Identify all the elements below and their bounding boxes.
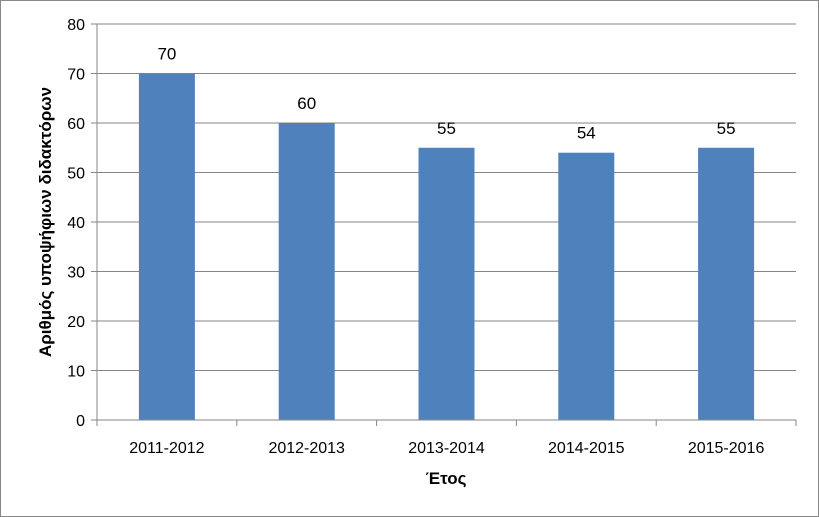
data-labels: 70 60 55 54 55 <box>157 45 735 143</box>
y-tick-label: 40 <box>67 215 85 232</box>
x-tick-label: 2012-2013 <box>268 440 345 457</box>
bar <box>558 152 615 420</box>
y-tick-label: 80 <box>67 17 85 34</box>
x-tick-label: 2014-2015 <box>548 440 625 457</box>
x-tick-label: 2013-2014 <box>408 440 485 457</box>
x-tick-label: 2015-2016 <box>688 440 765 457</box>
data-label: 55 <box>717 119 736 138</box>
x-tick-label: 2011-2012 <box>129 440 204 457</box>
y-tick-label: 0 <box>76 413 85 430</box>
x-axis-label: Έτος <box>426 469 467 488</box>
y-tick-label: 10 <box>67 364 85 381</box>
data-label: 60 <box>297 94 316 113</box>
y-axis-label: Αριθμός υποψήφιων διδακτόρων <box>36 87 55 357</box>
y-tick-labels: 0 10 20 30 40 50 60 70 80 <box>67 17 85 430</box>
y-tick-label: 20 <box>67 314 85 331</box>
x-tick-labels: 2011-2012 2012-2013 2013-2014 2014-2015 2015… <box>129 440 764 457</box>
bar <box>418 147 475 420</box>
y-tick-label: 30 <box>67 265 85 282</box>
y-tick-label: 50 <box>67 166 85 183</box>
y-tick-label: 70 <box>67 67 85 84</box>
bar <box>278 123 335 420</box>
axes <box>91 23 797 426</box>
bars <box>138 73 755 420</box>
data-label: 54 <box>577 124 596 143</box>
data-label: 70 <box>157 45 176 64</box>
bar <box>138 73 195 420</box>
bar <box>698 147 755 420</box>
data-label: 55 <box>437 119 456 138</box>
y-tick-label: 60 <box>67 116 85 133</box>
